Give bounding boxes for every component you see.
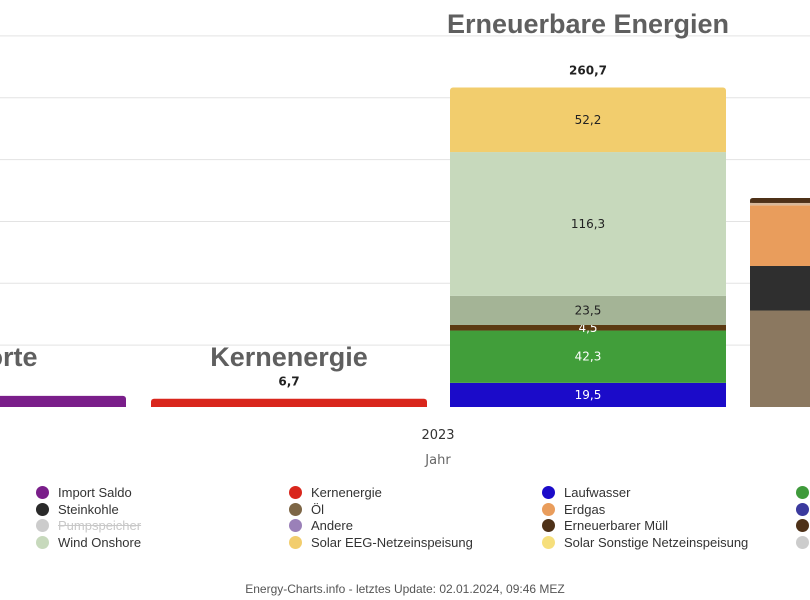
legend-item[interactable]: Solar Sonstige Netzeinspeisung bbox=[542, 534, 748, 550]
bar-segment-fill bbox=[151, 401, 427, 407]
legend-item[interactable]: Öl bbox=[289, 501, 324, 517]
legend-item[interactable] bbox=[796, 501, 810, 517]
legend-marker bbox=[796, 518, 809, 532]
legend-marker bbox=[542, 485, 555, 499]
data-label: 19,5 bbox=[575, 388, 602, 402]
legend-marker bbox=[542, 535, 555, 549]
data-label: 52,2 bbox=[575, 113, 602, 127]
data-label: 23,5 bbox=[575, 303, 602, 317]
legend-marker bbox=[542, 518, 555, 532]
legend-marker bbox=[289, 502, 302, 516]
legend-item[interactable]: Steinkohle bbox=[36, 501, 119, 517]
legend-marker bbox=[796, 485, 809, 499]
legend-marker bbox=[796, 502, 809, 516]
legend-marker bbox=[289, 535, 302, 549]
legend-label: Kernenergie bbox=[311, 484, 382, 500]
legend-label: Solar EEG-Netzeinspeisung bbox=[311, 534, 473, 550]
legend-item[interactable]: Solar EEG-Netzeinspeisung bbox=[289, 534, 473, 550]
bar-segment-wind-offshore bbox=[450, 295, 726, 325]
bar-segment-fill bbox=[450, 90, 726, 153]
data-label: 116,3 bbox=[571, 217, 605, 231]
x-axis-title: Jahr bbox=[424, 453, 451, 468]
total-label: 260,7 bbox=[569, 63, 607, 77]
legend-label: Öl bbox=[311, 501, 324, 517]
legend-item[interactable]: Erdgas bbox=[542, 501, 605, 517]
x-tick-label: 2023 bbox=[421, 428, 454, 443]
bar-segment-wind-onshore bbox=[450, 152, 726, 296]
legend-item[interactable]: Erneuerbarer Müll bbox=[542, 517, 668, 533]
bar-segment--l bbox=[750, 202, 810, 206]
legend-marker bbox=[36, 535, 49, 549]
legend-item[interactable]: Andere bbox=[289, 517, 353, 533]
legend-label: Erneuerbarer Müll bbox=[564, 517, 669, 533]
legend-marker bbox=[36, 485, 49, 499]
legend-item[interactable] bbox=[796, 484, 810, 500]
bar-segment-fill bbox=[750, 200, 810, 203]
legend-item[interactable]: Import Saldo bbox=[36, 484, 132, 500]
legend-marker bbox=[289, 485, 302, 499]
credit-text: Energy-Charts.info - letztes Update: 02.… bbox=[245, 582, 565, 596]
legend-label: Solar Sonstige Netzeinspeisung bbox=[564, 534, 749, 550]
legend-marker bbox=[542, 502, 555, 516]
legend-item[interactable]: Pumpspeicher bbox=[36, 517, 141, 533]
data-label: 42,3 bbox=[575, 350, 602, 364]
bar-segment-braunkohle bbox=[750, 310, 810, 407]
legend-label: Erdgas bbox=[564, 501, 606, 517]
bar-segment-steinkohle bbox=[750, 265, 810, 311]
legend-item[interactable]: Wind Onshore bbox=[36, 534, 141, 550]
group-title: Kernenergie bbox=[210, 342, 368, 372]
legend-item[interactable]: Laufwasser bbox=[542, 484, 630, 500]
legend-item[interactable]: Kernenergie bbox=[289, 484, 382, 500]
legend-label: Laufwasser bbox=[564, 484, 631, 500]
legend-label: Steinkohle bbox=[58, 501, 119, 517]
bar-segment-erneuerbarer-m-ll bbox=[450, 324, 726, 331]
legend-label: Pumpspeicher bbox=[58, 517, 142, 533]
bar-segment-fill bbox=[0, 398, 126, 407]
legend-label: Andere bbox=[311, 517, 353, 533]
bar-segment-erdgas bbox=[750, 205, 810, 266]
bar-segment-laufwasser bbox=[450, 382, 726, 407]
group-title: Erneuerbare Energien bbox=[447, 9, 729, 39]
group-title: Importe bbox=[0, 342, 38, 372]
legend-marker bbox=[36, 518, 49, 532]
bar-segment-biomasse bbox=[450, 330, 726, 383]
legend-marker bbox=[36, 502, 49, 516]
legend-marker bbox=[796, 535, 809, 549]
legend-label: Import Saldo bbox=[58, 484, 132, 500]
total-label: 6,7 bbox=[278, 375, 299, 389]
legend-marker bbox=[289, 518, 302, 532]
legend-item[interactable] bbox=[796, 517, 810, 533]
legend-label: Wind Onshore bbox=[58, 534, 142, 550]
legend-item[interactable] bbox=[796, 534, 810, 550]
